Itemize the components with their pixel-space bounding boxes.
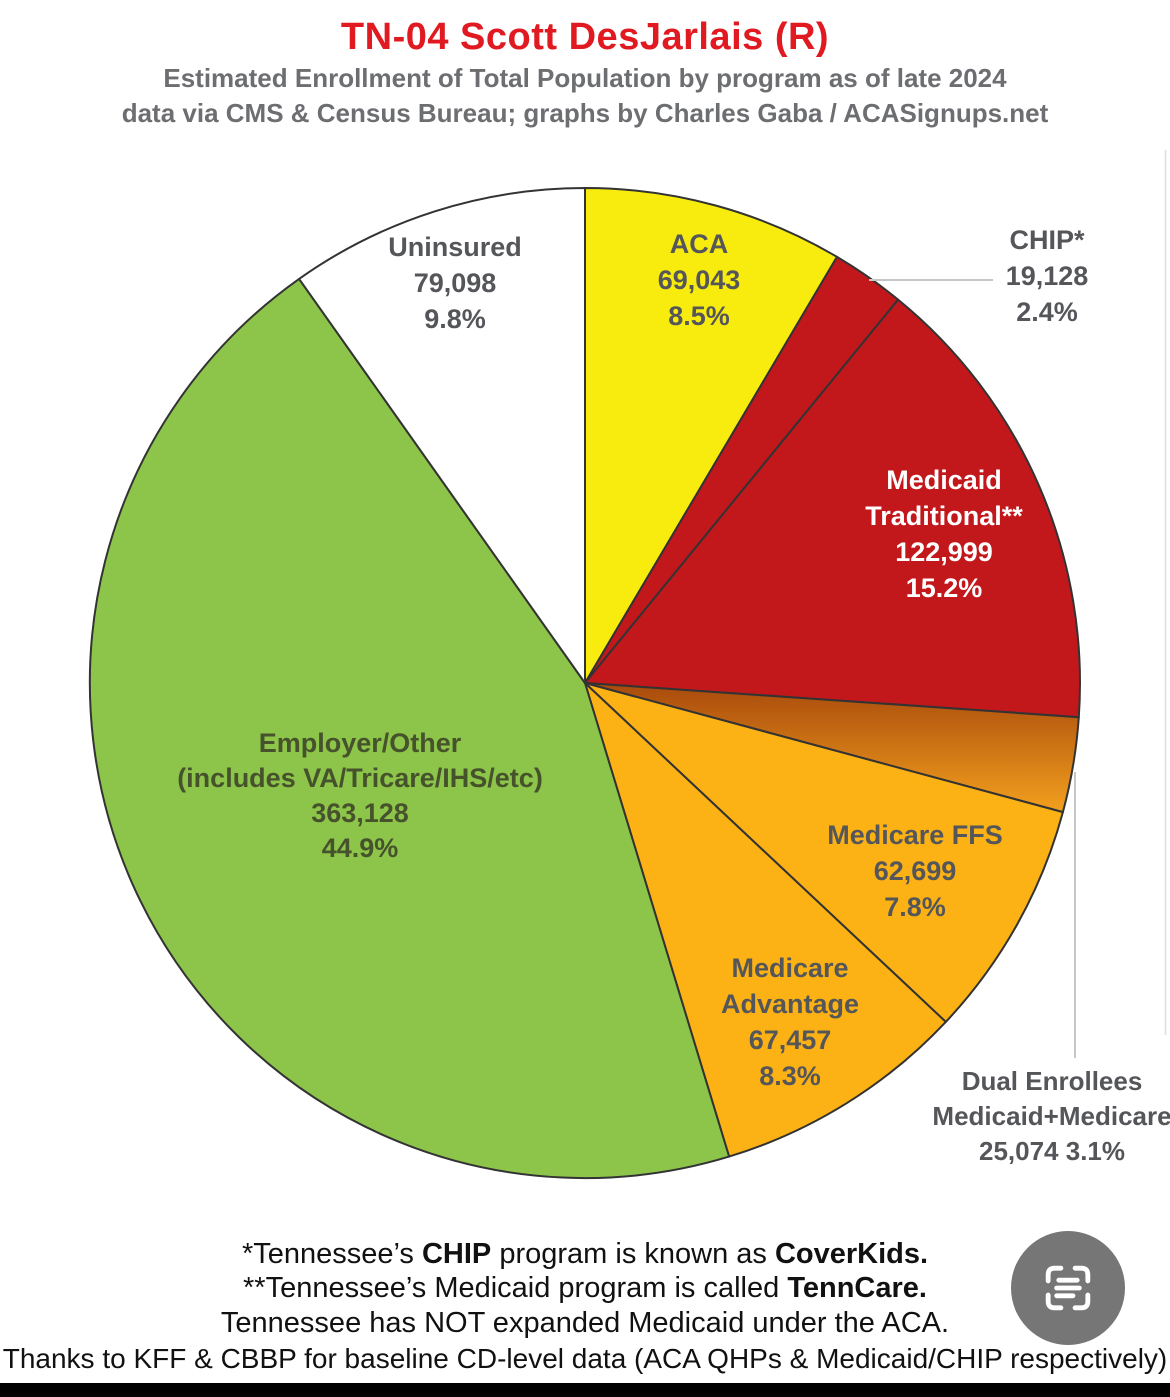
label-line: ACA [669,229,729,259]
chart-subtitle-line2: data via CMS & Census Bureau; graphs by … [121,98,1049,128]
label-employer-other: Employer/Other (includes VA/Tricare/IHS/… [177,726,543,866]
label-line: Medicaid [886,465,1002,495]
label-line: 69,043 [657,265,741,295]
label-line: 15.2% [905,573,983,603]
scan-text-button[interactable] [1011,1231,1125,1345]
label-aca: ACA 69,043 8.5% [658,226,741,334]
pie-slice-aca [584,187,838,684]
footnote-medicaid: **Tennessee’s Medicaid program is called… [243,1272,927,1304]
label-line: 122,999 [895,537,993,567]
label-uninsured: Uninsured 79,098 9.8% [388,229,522,337]
label-line: CHIP* [1009,225,1085,255]
pie-slice-medicare-ffs [584,682,1064,1023]
bottom-bar [0,1383,1170,1397]
pie-slice-medicaid-traditional [584,298,1081,719]
label-line: Employer/Other [258,728,462,758]
label-line: 62,699 [873,856,957,886]
label-line: 8.3% [759,1061,821,1091]
scan-text-icon [1045,1265,1091,1311]
label-line: Medicare FFS [827,820,1003,850]
label-line: 79,098 [413,268,497,298]
pie-slice-uninsured [298,187,586,684]
pie-slice-medicare-advantage [584,682,947,1158]
chart-subtitle-line1: Estimated Enrollment of Total Population… [163,63,1007,93]
page-title: TN-04 Scott DesJarlais (R) [340,16,830,58]
label-line: Dual Enrollees [961,1066,1143,1096]
label-dual-enrollees: Dual Enrollees Medicaid+Medicare 25,074 … [932,1064,1170,1169]
label-line: 44.9% [321,833,399,863]
footnote-expansion: Tennessee has NOT expanded Medicaid unde… [220,1307,950,1339]
label-line: 19,128 [1005,261,1089,291]
label-line: 67,457 [748,1025,832,1055]
label-line: 2.4% [1016,297,1078,327]
label-line: 9.8% [424,304,486,334]
pie-slices [88,187,1081,1180]
label-line: 25,074 3.1% [978,1136,1125,1166]
label-line: 363,128 [311,798,409,828]
footnote-chip: *Tennessee’s CHIP program is known as Co… [241,1238,929,1270]
label-line: Advantage [720,989,860,1019]
pie-slice-employer-other-includes-va-tricare-ihs-etc [88,277,731,1180]
footnote-credits: Thanks to KFF & CBBP for baseline CD-lev… [2,1343,1168,1374]
label-medicare-ffs: Medicare FFS 62,699 7.8% [827,817,1003,925]
label-line: 7.8% [884,892,946,922]
label-chip: CHIP* 19,128 2.4% [1006,222,1089,330]
label-medicare-advantage: Medicare Advantage 67,457 8.3% [721,950,859,1094]
label-line: Uninsured [388,232,522,262]
label-line: Medicare [731,953,849,983]
label-line: 8.5% [668,301,730,331]
label-medicaid-traditional: Medicaid Traditional** 122,999 15.2% [865,462,1023,606]
chart-subtitle: Estimated Enrollment of Total Population… [0,61,1170,131]
label-line: Medicaid+Medicare [932,1101,1170,1131]
label-line: Traditional** [865,501,1023,531]
label-line: (includes VA/Tricare/IHS/etc) [177,763,543,793]
